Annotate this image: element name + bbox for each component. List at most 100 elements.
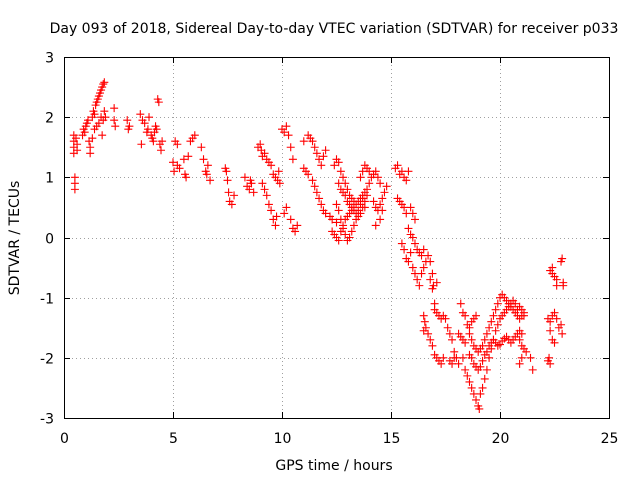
data-point — [341, 191, 350, 200]
data-point — [319, 152, 328, 161]
data-point — [461, 311, 470, 320]
data-point — [293, 221, 302, 230]
data-point — [458, 353, 467, 362]
x-tick-label: 25 — [601, 431, 619, 447]
data-point — [380, 188, 389, 197]
data-point — [182, 173, 191, 182]
data-point — [428, 269, 437, 278]
data-point — [476, 389, 485, 398]
data-point — [157, 146, 166, 155]
data-point — [317, 200, 326, 209]
data-point — [88, 134, 97, 143]
data-point — [83, 116, 92, 125]
data-point — [489, 311, 498, 320]
data-point — [349, 221, 358, 230]
data-point — [376, 200, 385, 209]
data-point — [275, 179, 284, 188]
data-point — [404, 224, 413, 233]
y-axis-label: SDTVAR / TECUs — [7, 181, 23, 296]
data-point — [310, 182, 319, 191]
data-point — [496, 340, 504, 349]
data-point — [312, 188, 321, 197]
data-point — [550, 308, 559, 317]
data-point — [80, 128, 89, 137]
y-tick-label: -2 — [40, 352, 54, 368]
data-point — [363, 185, 372, 194]
data-point — [382, 182, 391, 191]
data-point — [203, 161, 212, 170]
data-point — [352, 215, 361, 224]
data-point — [369, 197, 378, 206]
data-point — [345, 233, 354, 242]
data-point — [485, 353, 494, 362]
x-tick-label: 10 — [274, 431, 292, 447]
data-point — [334, 206, 343, 215]
data-point — [511, 299, 520, 308]
y-tick-label: 3 — [45, 51, 54, 67]
data-point — [100, 78, 109, 87]
data-point — [240, 173, 249, 182]
data-point — [170, 167, 179, 176]
data-point — [202, 170, 211, 179]
data-point — [271, 221, 280, 230]
data-point — [417, 251, 426, 260]
data-point — [99, 80, 108, 89]
data-point — [222, 167, 231, 176]
data-point — [406, 248, 415, 257]
data-point — [284, 131, 293, 140]
data-point — [197, 143, 206, 152]
data-point — [417, 269, 426, 278]
data-point — [90, 110, 99, 119]
data-point — [480, 335, 489, 344]
data-point — [558, 254, 567, 263]
data-point — [517, 353, 526, 362]
data-point — [111, 122, 120, 131]
x-tick-label: 5 — [169, 431, 178, 447]
data-point — [448, 335, 457, 344]
chart-title: Day 093 of 2018, Sidereal Day-to-day VTE… — [50, 21, 619, 37]
data-point — [149, 137, 158, 146]
data-point — [317, 161, 326, 170]
data-point — [308, 176, 317, 185]
y-tick-label: -3 — [40, 412, 54, 428]
data-point — [71, 134, 80, 143]
x-tick-label: 15 — [383, 431, 401, 447]
data-point — [558, 329, 567, 338]
data-point — [365, 179, 374, 188]
data-point — [408, 263, 417, 272]
data-point — [426, 275, 435, 284]
data-point — [110, 104, 119, 113]
data-point — [467, 353, 476, 362]
data-point — [347, 227, 356, 236]
data-point — [404, 167, 413, 176]
data-point — [123, 116, 132, 125]
data-point — [443, 323, 452, 332]
data-point — [258, 179, 267, 188]
data-point — [415, 281, 424, 290]
data-point — [110, 116, 119, 125]
data-point — [432, 278, 441, 287]
data-point — [526, 353, 535, 362]
data-point — [86, 149, 95, 158]
data-point — [485, 323, 494, 332]
data-point — [408, 233, 417, 242]
data-point — [550, 338, 559, 347]
data-point — [437, 359, 446, 368]
data-point — [274, 167, 283, 176]
data-point — [124, 125, 133, 134]
data-point — [321, 146, 330, 155]
data-point — [467, 335, 476, 344]
data-point — [515, 335, 524, 344]
data-point — [419, 311, 428, 320]
data-point — [493, 299, 502, 308]
data-point — [439, 353, 448, 362]
data-point — [140, 119, 149, 128]
data-point — [334, 158, 343, 167]
data-point — [420, 317, 429, 326]
data-point — [365, 167, 374, 176]
data-point — [328, 215, 337, 224]
x-axis-label: GPS time / hours — [275, 458, 392, 474]
data-point — [478, 383, 487, 392]
data-point — [101, 113, 110, 122]
